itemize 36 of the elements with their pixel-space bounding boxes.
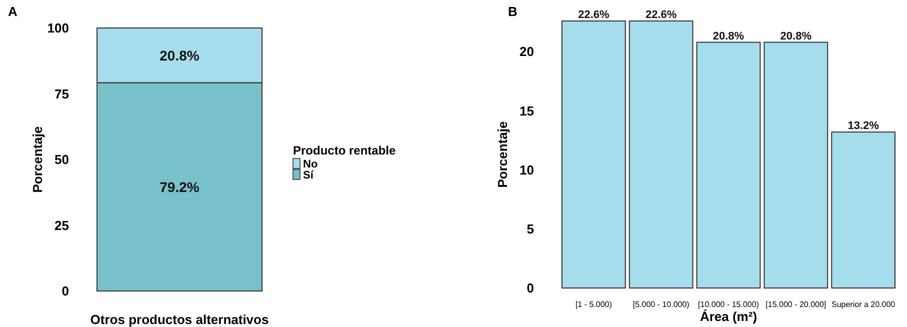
y-tick-label: 15 — [520, 103, 534, 118]
chart-title: A — [8, 4, 18, 19]
data-label: 13.2% — [848, 120, 880, 132]
x-tick-label: [10.000 - 15.000) — [698, 300, 760, 309]
bar — [764, 42, 828, 288]
data-label: 20.8% — [160, 47, 200, 64]
x-axis-title: Área (m²) — [700, 309, 758, 324]
y-tick-label: 10 — [520, 162, 534, 178]
y-tick-label: 50 — [54, 152, 69, 167]
legend-label: Sí — [303, 170, 314, 182]
y-tick-label: 75 — [54, 86, 69, 102]
data-label: 22.6% — [645, 9, 677, 21]
data-label: 20.8% — [780, 30, 812, 42]
bar — [696, 42, 761, 288]
y-tick-label: 0 — [62, 284, 69, 298]
x-tick-label: [1 - 5.000) — [575, 300, 612, 309]
data-label: 79.2% — [160, 178, 200, 195]
y-tick-label: 20 — [520, 44, 534, 60]
x-tick-label: Superior a 20.000 — [832, 300, 896, 309]
x-tick-label: [5.000 - 10.000) — [632, 300, 690, 309]
y-axis-title: Porcentaje — [495, 121, 510, 188]
data-label: 20.8% — [712, 30, 744, 42]
y-tick-label: 25 — [54, 218, 69, 233]
legend-label: No — [303, 158, 318, 170]
bar — [562, 20, 626, 288]
data-label: 22.6% — [578, 9, 610, 21]
x-tick-label: Otros productos alternativos — [90, 312, 269, 327]
x-tick-label: [15.000 - 20.000] — [766, 300, 826, 309]
y-tick-label: 0 — [526, 280, 534, 296]
chart-title: B — [508, 4, 518, 19]
y-tick-label: 100 — [47, 20, 69, 36]
y-axis-title: Porcentaje — [30, 126, 45, 193]
y-tick-label: 5 — [526, 221, 534, 236]
bar — [831, 132, 896, 288]
bar — [628, 20, 694, 288]
legend-title: Producto rentable — [293, 144, 396, 158]
